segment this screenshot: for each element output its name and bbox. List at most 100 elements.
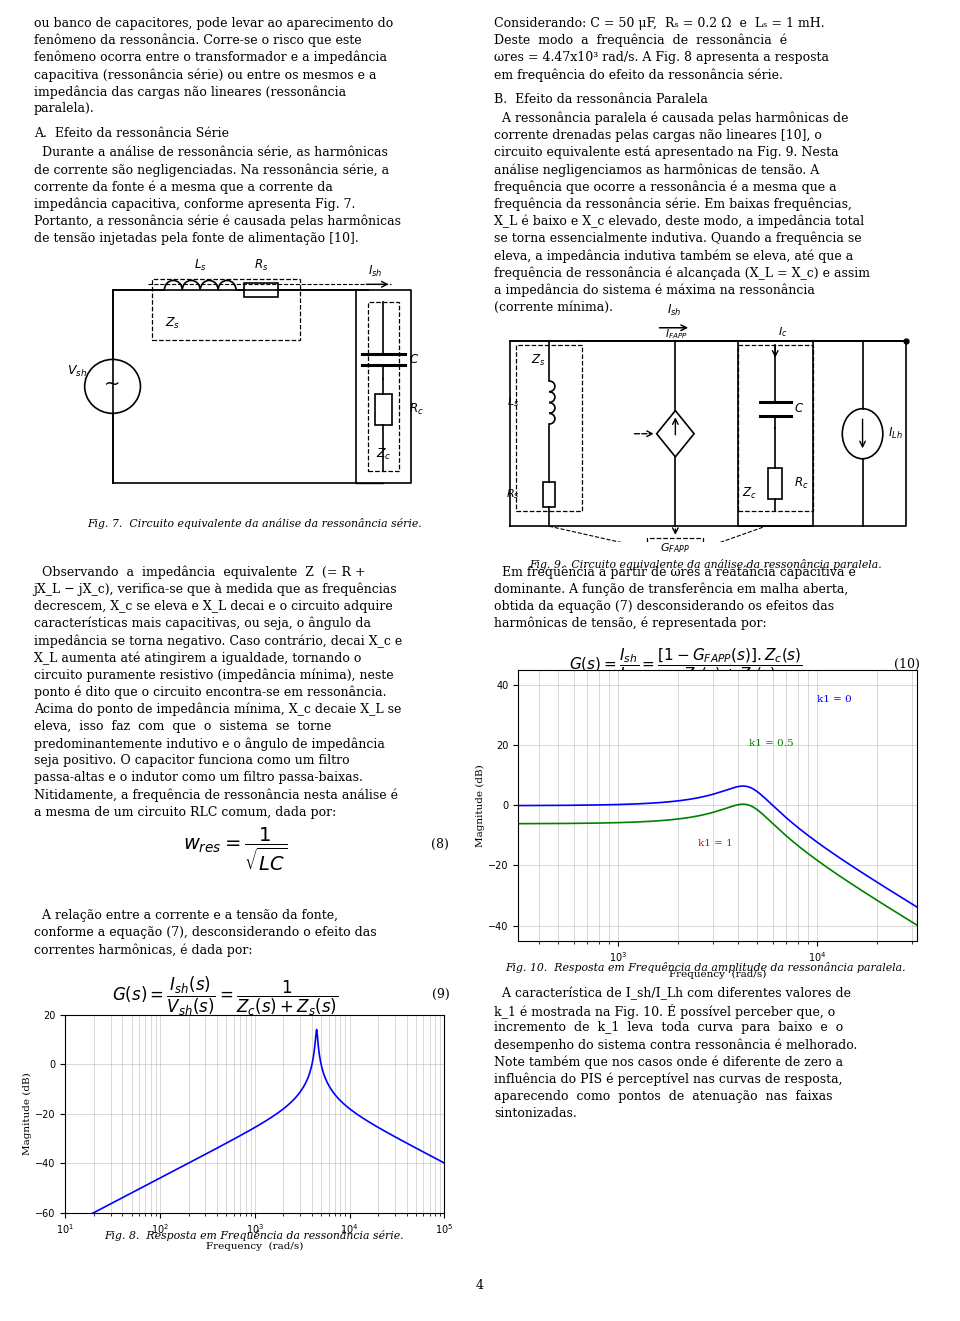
Text: jX_L − jX_c), verifica-se que à medida que as frequências: jX_L − jX_c), verifica-se que à medida q…	[34, 583, 397, 596]
Text: A relação entre a corrente e a tensão da fonte,: A relação entre a corrente e a tensão da…	[34, 909, 338, 922]
Text: Observando  a  impedância  equivalente  Z  (= R +: Observando a impedância equivalente Z (=…	[34, 565, 365, 579]
Text: sintonizadas.: sintonizadas.	[494, 1107, 577, 1120]
Text: de tensão injetadas pela fonte de alimentação [10].: de tensão injetadas pela fonte de alimen…	[34, 231, 358, 244]
Text: eleva, a impedância indutiva também se eleva, até que a: eleva, a impedância indutiva também se e…	[494, 248, 853, 263]
Text: $C$: $C$	[794, 402, 804, 415]
Text: Acima do ponto de impedância mínima, X_c decaie X_L se: Acima do ponto de impedância mínima, X_c…	[34, 703, 401, 716]
Text: A ressonância paralela é causada pelas harmônicas de: A ressonância paralela é causada pelas h…	[494, 112, 849, 125]
Text: $Z_c$: $Z_c$	[742, 486, 757, 501]
Bar	[543, 482, 555, 507]
Text: corrente da fonte é a mesma que a corrente da: corrente da fonte é a mesma que a corren…	[34, 180, 332, 194]
Text: Considerando: C = 50 μF,  Rₛ = 0.2 Ω  e  Lₛ = 1 mH.: Considerando: C = 50 μF, Rₛ = 0.2 Ω e Lₛ…	[494, 17, 825, 29]
Text: se torna essencialmente indutiva. Quando a frequência se: se torna essencialmente indutiva. Quando…	[494, 231, 862, 246]
Text: (corrente mínima).: (corrente mínima).	[494, 301, 613, 313]
Text: corrente drenadas pelas cargas não lineares [10], o: corrente drenadas pelas cargas não linea…	[494, 129, 823, 141]
Text: características mais capacitivas, ou seja, o ângulo da: características mais capacitivas, ou sej…	[34, 617, 371, 630]
Text: $I_c$: $I_c$	[779, 325, 788, 339]
Bar	[647, 538, 704, 559]
Bar	[374, 394, 393, 425]
Text: a impedância do sistema é máxima na ressonância: a impedância do sistema é máxima na ress…	[494, 284, 815, 297]
Text: $Z_s$: $Z_s$	[165, 316, 180, 330]
Text: $G(s) = \dfrac{I_{sh}}{I_{Lh}} = \dfrac{[1 - G_{FAPP}(s)]. Z_c(s)}{Z_c(s) + Z_s(: $G(s) = \dfrac{I_{sh}}{I_{Lh}} = \dfrac{…	[569, 647, 804, 686]
Text: circuito equivalente está apresentado na Fig. 9. Nesta: circuito equivalente está apresentado na…	[494, 147, 839, 160]
Text: paralela).: paralela).	[34, 103, 94, 115]
Text: frequência que ocorre a ressonância é a mesma que a: frequência que ocorre a ressonância é a …	[494, 180, 837, 194]
Text: $I_{FAPP}$: $I_{FAPP}$	[665, 328, 688, 341]
Text: fenômeno da ressonância. Corre-se o risco que este: fenômeno da ressonância. Corre-se o risc…	[34, 34, 361, 48]
Text: $V_{sh}$: $V_{sh}$	[66, 363, 86, 379]
Text: Em frequência a partir de ωres a reatância capacitiva é: Em frequência a partir de ωres a reatânc…	[494, 565, 856, 579]
Bar	[244, 283, 277, 297]
Text: incremento  de  k_1  leva  toda  curva  para  baixo  e  o: incremento de k_1 leva toda curva para b…	[494, 1021, 844, 1034]
Text: $I_{sh}$: $I_{sh}$	[369, 263, 383, 279]
Text: (10): (10)	[894, 658, 920, 671]
Text: em frequência do efeito da ressonância série.: em frequência do efeito da ressonância s…	[494, 67, 783, 82]
Text: $C$: $C$	[409, 353, 420, 366]
Text: Fig. 7.  Circuito equivalente da análise da ressonância série.: Fig. 7. Circuito equivalente da análise …	[87, 518, 421, 528]
Text: impedância capacitiva, conforme apresenta Fig. 7.: impedância capacitiva, conforme apresent…	[34, 197, 355, 211]
Text: passa-altas e o indutor como um filtro passa-baixas.: passa-altas e o indutor como um filtro p…	[34, 771, 363, 785]
Text: dominante. A função de transferência em malha aberta,: dominante. A função de transferência em …	[494, 583, 849, 596]
Bar	[768, 469, 782, 499]
Text: Portanto, a ressonância série é causada pelas harmônicas: Portanto, a ressonância série é causada …	[34, 214, 400, 229]
Bar	[153, 279, 300, 341]
Text: $R_s$: $R_s$	[253, 258, 268, 272]
Text: desempenho do sistema contra ressonância é melhorado.: desempenho do sistema contra ressonância…	[494, 1038, 858, 1052]
Text: ~: ~	[105, 375, 121, 394]
Text: a mesma de um circuito RLC comum, dada por:: a mesma de um circuito RLC comum, dada p…	[34, 806, 336, 819]
Text: (8): (8)	[431, 838, 449, 851]
Text: $R_s$: $R_s$	[506, 487, 519, 501]
X-axis label: Frequency  (rad/s): Frequency (rad/s)	[206, 1242, 303, 1251]
Text: $G(s) = \dfrac{I_{sh}(s)}{V_{sh}(s)} = \dfrac{1}{Z_c(s) + Z_s(s)}$: $G(s) = \dfrac{I_{sh}(s)}{V_{sh}(s)} = \…	[112, 975, 339, 1018]
X-axis label: Frequency  (rad/s): Frequency (rad/s)	[669, 970, 766, 979]
Text: seja positivo. O capacitor funciona como um filtro: seja positivo. O capacitor funciona como…	[34, 754, 349, 768]
Text: decrescem, X_c se eleva e X_L decai e o circuito adquire: decrescem, X_c se eleva e X_L decai e o …	[34, 600, 393, 613]
Text: Fig. 9.  Circuito equivalente da análise da ressonância paralela.: Fig. 9. Circuito equivalente da análise …	[529, 559, 882, 569]
Text: $L_s$: $L_s$	[507, 395, 519, 410]
Text: $R_c$: $R_c$	[409, 402, 424, 417]
Text: $w_{res} = \dfrac{1}{\sqrt{LC}}$: $w_{res} = \dfrac{1}{\sqrt{LC}}$	[183, 826, 287, 873]
Text: A.  Efeito da ressonância Série: A. Efeito da ressonância Série	[34, 128, 228, 140]
Text: k1 = 0: k1 = 0	[817, 695, 852, 704]
Text: Note também que nos casos onde é diferente de zero a: Note também que nos casos onde é diferen…	[494, 1055, 844, 1069]
Text: $G_{FAPP}$: $G_{FAPP}$	[660, 542, 690, 555]
Text: $Z_s$: $Z_s$	[531, 353, 545, 369]
Bar	[737, 345, 812, 511]
Text: harmônicas de tensão, é representada por:: harmônicas de tensão, é representada por…	[494, 617, 767, 630]
Text: fenômeno ocorra entre o transformador e a impedância: fenômeno ocorra entre o transformador e …	[34, 52, 387, 65]
Text: Deste  modo  a  frequência  de  ressonância  é: Deste modo a frequência de ressonância é	[494, 34, 787, 48]
Bar	[516, 345, 582, 511]
Text: X_L é baixo e X_c elevado, deste modo, a impedância total: X_L é baixo e X_c elevado, deste modo, a…	[494, 214, 865, 229]
Text: k_1 é mostrada na Fig. 10. É possível perceber que, o: k_1 é mostrada na Fig. 10. É possível pe…	[494, 1004, 835, 1018]
Text: ponto é dito que o circuito encontra-se em ressonância.: ponto é dito que o circuito encontra-se …	[34, 686, 386, 699]
Text: obtida da equação (7) desconsiderando os efeitos das: obtida da equação (7) desconsiderando os…	[494, 600, 834, 613]
Text: $I_{sh}$: $I_{sh}$	[666, 303, 681, 318]
Text: ωres = 4.47x10³ rad/s. A Fig. 8 apresenta a resposta: ωres = 4.47x10³ rad/s. A Fig. 8 apresent…	[494, 52, 829, 63]
Text: Fig. 8.  Resposta em Frequência da ressonância série.: Fig. 8. Resposta em Frequência da resson…	[105, 1230, 404, 1240]
Text: k1 = 0.5: k1 = 0.5	[750, 738, 794, 748]
Text: frequência da ressonância série. Em baixas frequências,: frequência da ressonância série. Em baix…	[494, 197, 852, 211]
Text: (9): (9)	[432, 988, 449, 1001]
Y-axis label: Magnitude (dB): Magnitude (dB)	[23, 1073, 33, 1155]
Y-axis label: Magnitude (dB): Magnitude (dB)	[476, 764, 486, 847]
Text: impedância das cargas não lineares (ressonância: impedância das cargas não lineares (ress…	[34, 85, 346, 99]
Text: capacitiva (ressonância série) ou entre os mesmos e a: capacitiva (ressonância série) ou entre …	[34, 67, 376, 82]
Text: A característica de I_sh/I_Lh com diferentes valores de: A característica de I_sh/I_Lh com difere…	[494, 987, 852, 1000]
Text: Durante a análise de ressonância série, as harmônicas: Durante a análise de ressonância série, …	[34, 147, 388, 159]
Bar	[368, 301, 399, 472]
Text: Nitidamente, a frequência de ressonância nesta análise é: Nitidamente, a frequência de ressonância…	[34, 789, 397, 802]
Text: eleva,  isso  faz  com  que  o  sistema  se  torne: eleva, isso faz com que o sistema se tor…	[34, 720, 331, 733]
Text: impedância se torna negativo. Caso contrário, decai X_c e: impedância se torna negativo. Caso contr…	[34, 634, 402, 647]
Text: $Z_c$: $Z_c$	[375, 446, 391, 461]
Text: circuito puramente resistivo (impedância mínima), neste: circuito puramente resistivo (impedância…	[34, 668, 394, 682]
Text: predominantemente indutivo e o ângulo de impedância: predominantemente indutivo e o ângulo de…	[34, 737, 384, 750]
Text: k1 = 1: k1 = 1	[698, 839, 732, 848]
Text: B.  Efeito da ressonância Paralela: B. Efeito da ressonância Paralela	[494, 92, 708, 106]
Text: influência do PIS é perceptível nas curvas de resposta,: influência do PIS é perceptível nas curv…	[494, 1073, 843, 1086]
Text: $R_c$: $R_c$	[794, 477, 808, 491]
Text: Fig. 10.  Resposta em Frequência da amplitude da ressonância paralela.: Fig. 10. Resposta em Frequência da ampli…	[505, 962, 906, 972]
Text: frequência de ressonância é alcançada (X_L = X_c) e assim: frequência de ressonância é alcançada (X…	[494, 266, 871, 280]
Text: $L_s$: $L_s$	[194, 258, 206, 272]
Text: $I_{Lh}$: $I_{Lh}$	[887, 427, 902, 441]
Text: X_L aumenta até atingirem a igualdade, tornando o: X_L aumenta até atingirem a igualdade, t…	[34, 651, 361, 664]
